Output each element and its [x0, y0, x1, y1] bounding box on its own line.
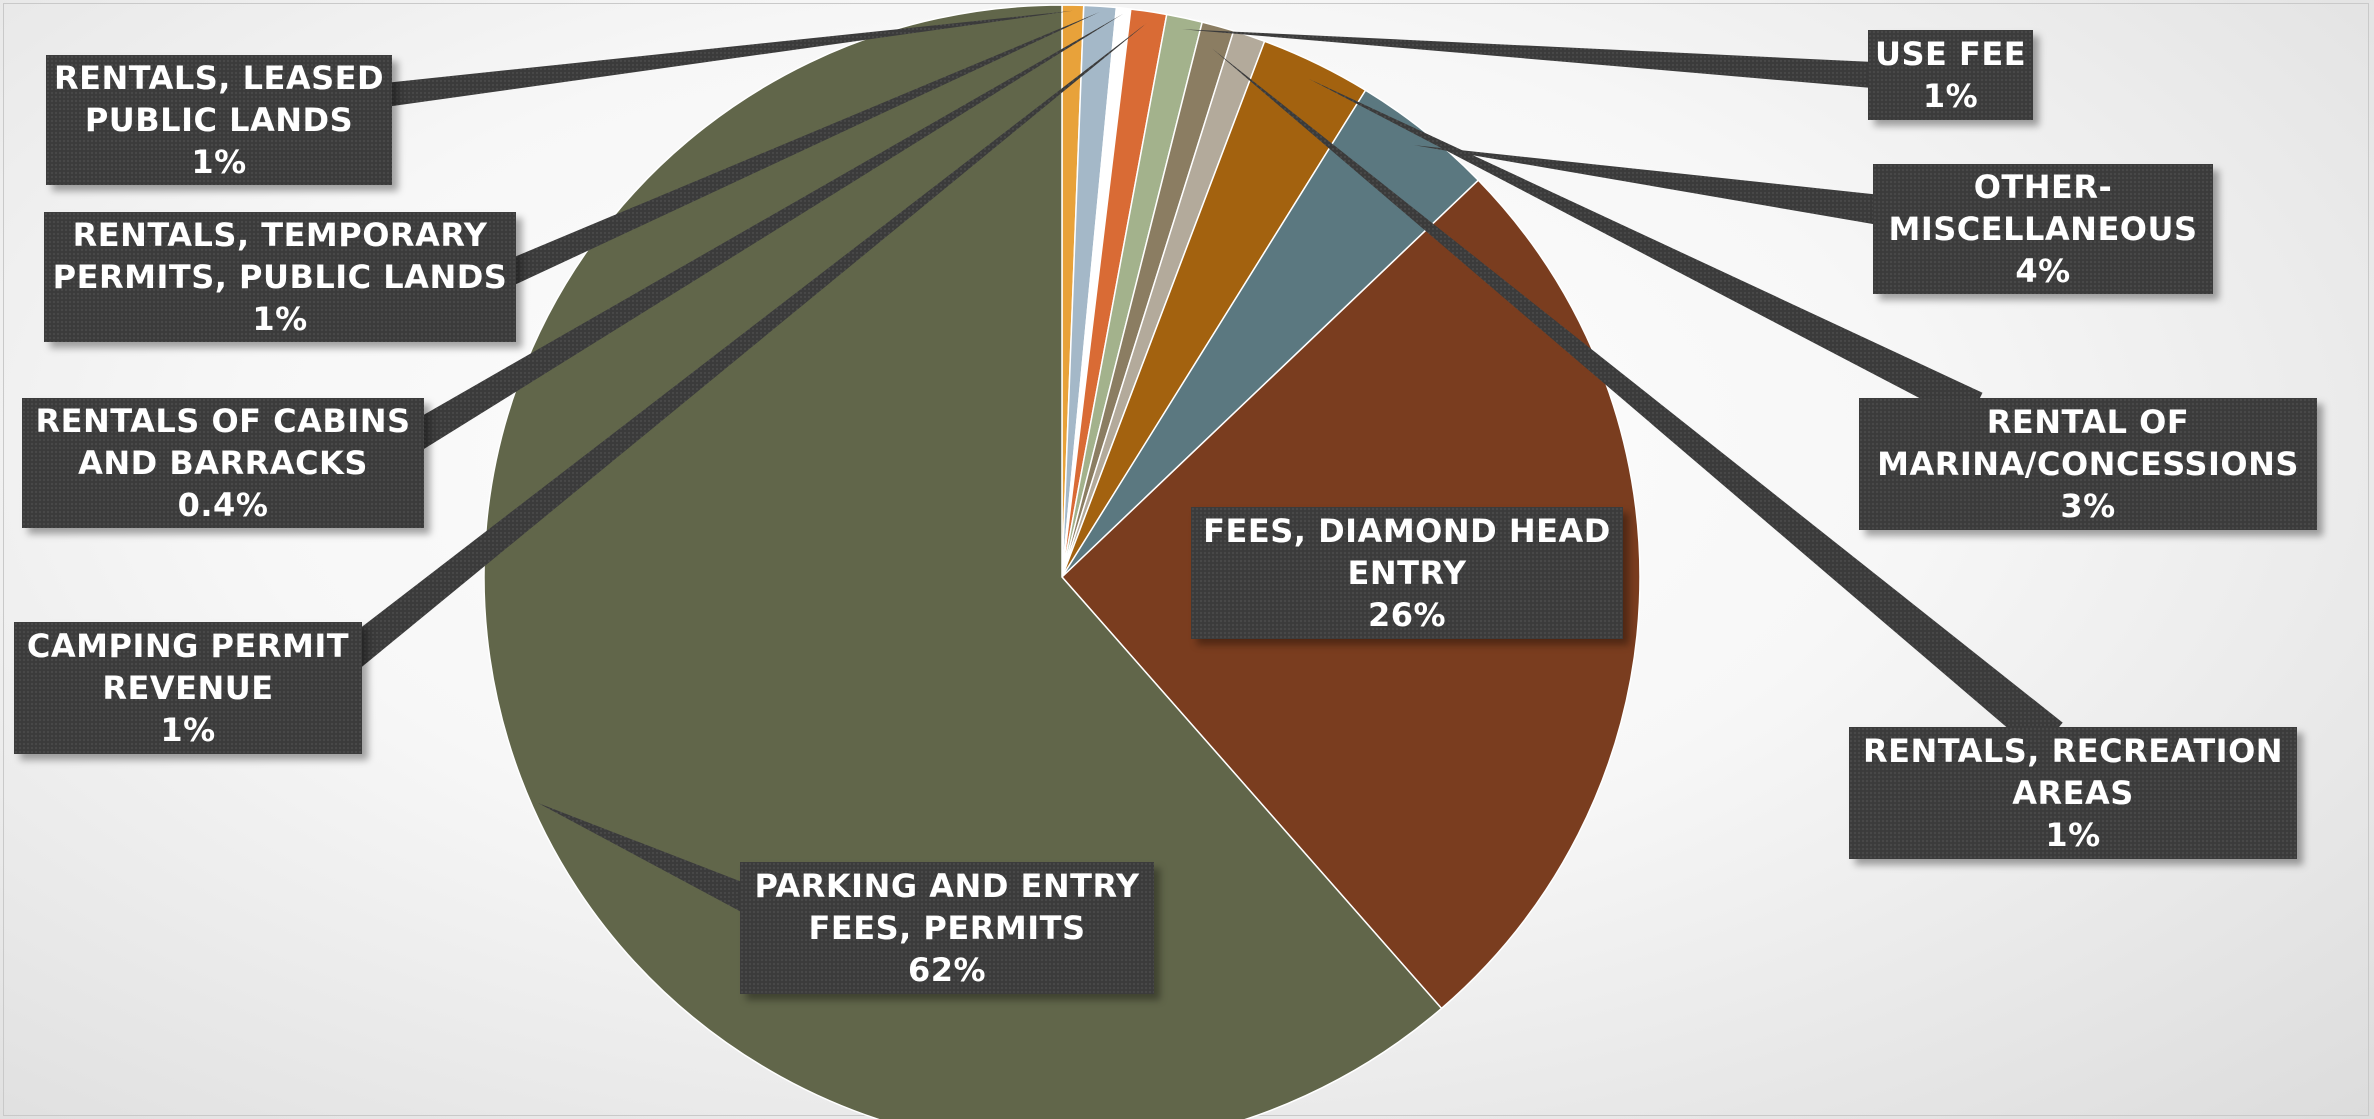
callout-other-miscellaneous: OTHER- MISCELLANEOUS 4%	[1873, 164, 2213, 294]
callout-percent: 62%	[907, 951, 987, 989]
pie-slice-parking-and-entry-fees-permits	[483, 4, 1443, 1119]
callout-label-line: RENTALS, TEMPORARY	[72, 216, 488, 254]
callout-label-line: RENTAL OF	[1986, 403, 2190, 441]
leader-line-rentals-temporary-permits-public-lands	[499, 12, 1100, 287]
callout-label-line: OTHER-	[1973, 168, 2113, 206]
callout-label-line: REVENUE	[102, 669, 274, 707]
callout-percent: 1%	[160, 711, 216, 749]
callout-camping-permit-revenue: CAMPING PERMIT REVENUE 1%	[14, 622, 362, 754]
callout-label-line: AND BARRACKS	[78, 444, 368, 482]
leader-line-rentals-of-cabins-and-barracks	[402, 13, 1123, 453]
callout-percent: 1%	[191, 143, 247, 181]
leader-lines	[335, 10, 2063, 919]
leader-line-other-miscellaneous	[1413, 145, 1883, 225]
callout-label-line: CAMPING PERMIT	[26, 627, 350, 665]
callout-label-line: RENTALS OF CABINS	[35, 402, 411, 440]
callout-label-line: USE FEE	[1874, 35, 2027, 73]
leader-line-rentals-recreation-areas	[1211, 48, 2063, 754]
callout-parking-entry-fees-permits: PARKING AND ENTRY FEES, PERMITS 62%	[740, 862, 1154, 994]
callout-percent: 3%	[2060, 487, 2116, 525]
leader-line-rentals-leased-public-lands	[383, 10, 1073, 107]
callout-percent: 1%	[1922, 77, 1979, 115]
callout-percent: 0.4%	[177, 486, 269, 524]
pie-slices	[483, 4, 1641, 1119]
callout-use-fee: USE FEE 1%	[1868, 30, 2033, 120]
callout-fees-diamond-head-entry: FEES, DIAMOND HEAD ENTRY 26%	[1191, 507, 1623, 639]
callout-label-line: AREAS	[2012, 774, 2134, 812]
callout-percent: 4%	[2015, 252, 2071, 290]
callout-label-line: PUBLIC LANDS	[84, 101, 354, 139]
callout-label-line: RENTALS, RECREATION	[1862, 732, 2284, 770]
callout-label-line: MISCELLANEOUS	[1888, 210, 2198, 248]
callout-label-line: FEES, PERMITS	[808, 909, 1086, 947]
leader-line-use-fee	[1182, 29, 1874, 88]
callout-percent: 1%	[252, 300, 308, 338]
leader-line-rental-of-marina-concessions	[1308, 78, 1983, 424]
callout-rental-marina-concessions: RENTAL OF MARINA/CONCESSIONS 3%	[1859, 398, 2317, 530]
callout-label-line: FEES, DIAMOND HEAD	[1203, 512, 1611, 550]
callout-rentals-recreation-areas: RENTALS, RECREATION AREAS 1%	[1849, 727, 2297, 859]
callout-label-line: ENTRY	[1347, 554, 1467, 592]
callout-rentals-cabins-barracks: RENTALS OF CABINS AND BARRACKS 0.4%	[22, 398, 424, 528]
callout-rentals-temporary-permits: RENTALS, TEMPORARY PERMITS, PUBLIC LANDS…	[44, 212, 516, 342]
callout-label-line: MARINA/CONCESSIONS	[1877, 445, 2299, 483]
leader-line-parking-and-entry-fees-permits	[538, 803, 767, 919]
leader-line-camping-permit-revenue	[335, 22, 1148, 673]
callout-label-line: RENTALS, LEASED	[53, 59, 385, 97]
callout-percent: 26%	[1367, 596, 1447, 634]
callout-rentals-leased-public-lands: RENTALS, LEASED PUBLIC LANDS 1%	[46, 55, 392, 185]
callout-label-line: PARKING AND ENTRY	[754, 867, 1140, 905]
callout-percent: 1%	[2045, 816, 2101, 854]
callout-label-line: PERMITS, PUBLIC LANDS	[52, 258, 508, 296]
